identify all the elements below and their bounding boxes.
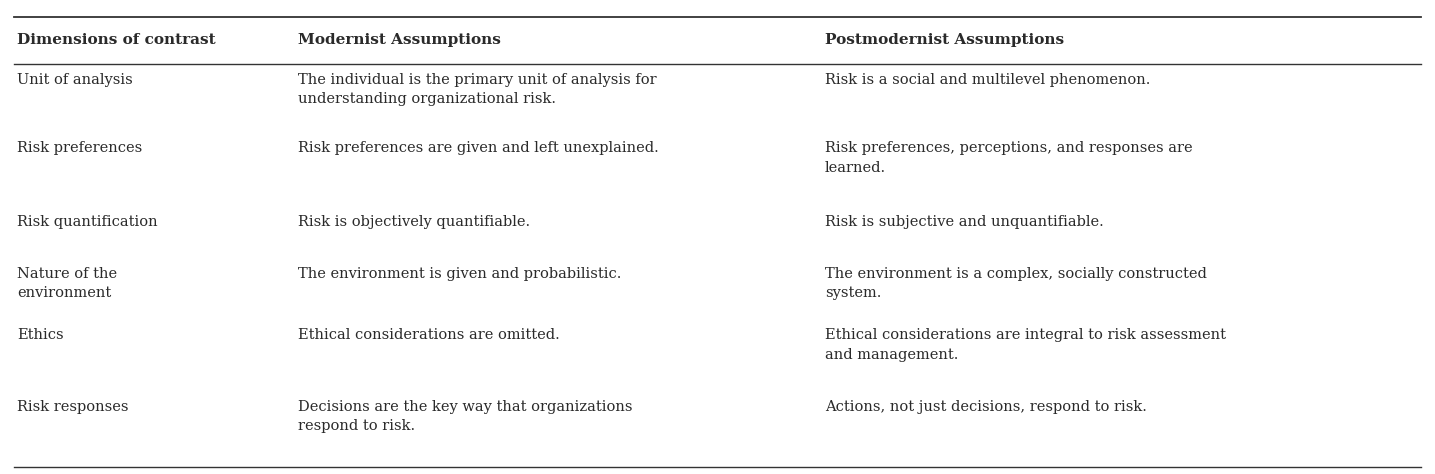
Text: The individual is the primary unit of analysis for
understanding organizational : The individual is the primary unit of an… xyxy=(298,73,657,106)
Text: Actions, not just decisions, respond to risk.: Actions, not just decisions, respond to … xyxy=(825,400,1147,414)
Text: The environment is given and probabilistic.: The environment is given and probabilist… xyxy=(298,267,621,281)
Text: Ethical considerations are omitted.: Ethical considerations are omitted. xyxy=(298,328,560,343)
Text: Ethical considerations are integral to risk assessment
and management.: Ethical considerations are integral to r… xyxy=(825,328,1225,362)
Text: Risk is subjective and unquantifiable.: Risk is subjective and unquantifiable. xyxy=(825,215,1104,229)
Text: Risk is a social and multilevel phenomenon.: Risk is a social and multilevel phenomen… xyxy=(825,73,1151,87)
Text: Modernist Assumptions: Modernist Assumptions xyxy=(298,33,501,47)
Text: Risk preferences: Risk preferences xyxy=(17,141,142,155)
Text: Unit of analysis: Unit of analysis xyxy=(17,73,133,87)
Text: Risk preferences, perceptions, and responses are
learned.: Risk preferences, perceptions, and respo… xyxy=(825,141,1192,175)
Text: Nature of the
environment: Nature of the environment xyxy=(17,267,118,301)
Text: Ethics: Ethics xyxy=(17,328,63,343)
Text: Risk responses: Risk responses xyxy=(17,400,129,414)
Text: The environment is a complex, socially constructed
system.: The environment is a complex, socially c… xyxy=(825,267,1207,301)
Text: Risk preferences are given and left unexplained.: Risk preferences are given and left unex… xyxy=(298,141,659,155)
Text: Postmodernist Assumptions: Postmodernist Assumptions xyxy=(825,33,1065,47)
Text: Risk quantification: Risk quantification xyxy=(17,215,158,229)
Text: Decisions are the key way that organizations
respond to risk.: Decisions are the key way that organizat… xyxy=(298,400,633,433)
Text: Risk is objectively quantifiable.: Risk is objectively quantifiable. xyxy=(298,215,531,229)
Text: Dimensions of contrast: Dimensions of contrast xyxy=(17,33,215,47)
